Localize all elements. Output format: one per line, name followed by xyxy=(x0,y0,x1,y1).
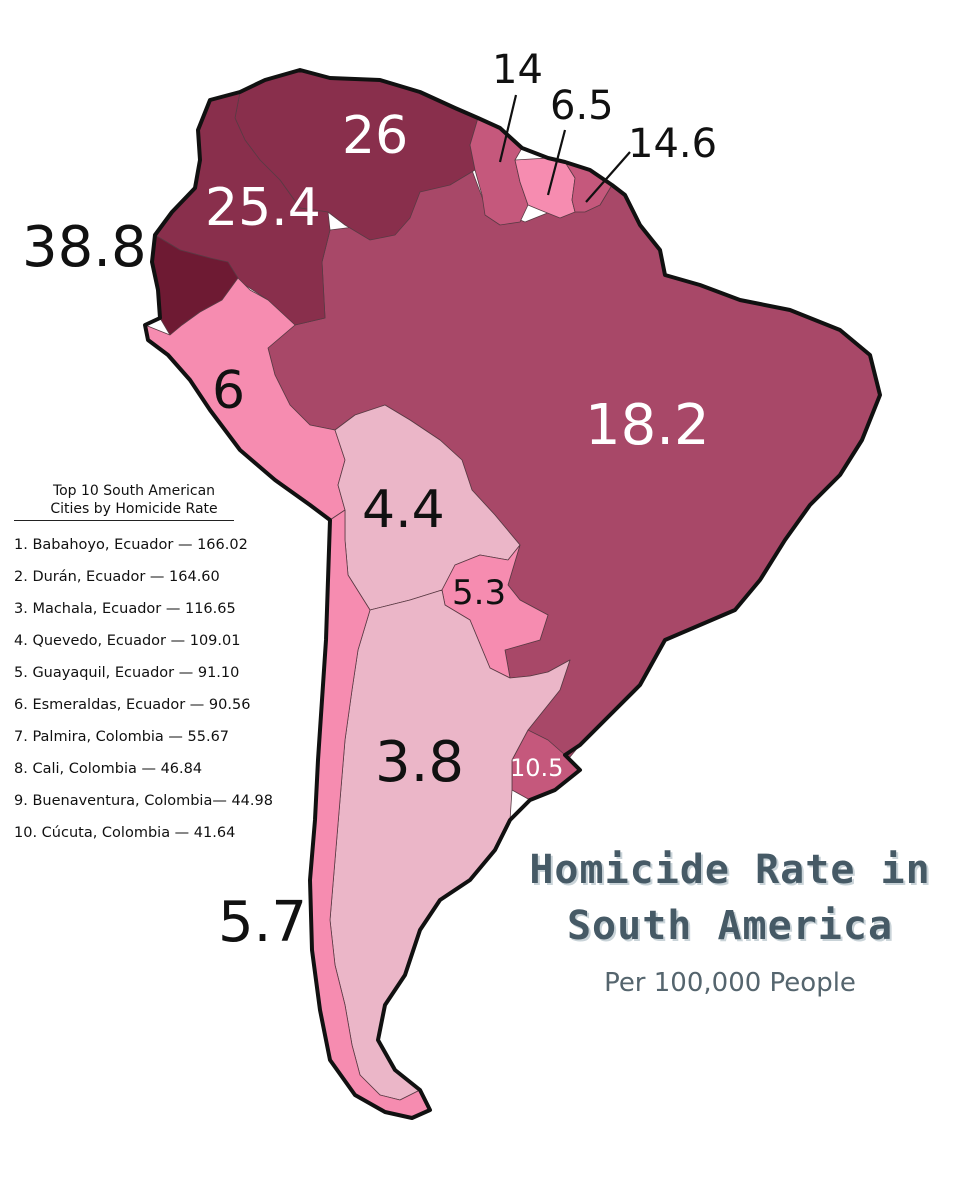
continent-outline xyxy=(143,68,882,1120)
top10-cities-panel: Top 10 South American Cities by Homicide… xyxy=(14,482,314,849)
leader-line-guyana xyxy=(498,94,518,163)
title-block: Homicide Rate in South America Per 100,0… xyxy=(520,842,940,998)
list-item: 10. Cúcuta, Colombia — 41.64 xyxy=(14,825,236,841)
rate-label-ecuador: 38.8 xyxy=(22,215,147,280)
top10-heading-line1: Top 10 South American xyxy=(52,483,216,499)
list-item: 2. Durán, Ecuador — 164.60 xyxy=(14,569,220,585)
rate-label-peru: 6 xyxy=(212,361,246,421)
rate-label-venezuela: 26 xyxy=(342,106,409,166)
top10-list: 1. Babahoyo, Ecuador — 166.02 2. Durán, … xyxy=(14,529,314,849)
rate-label-argentina: 3.8 xyxy=(375,730,465,795)
rate-label-chile: 5.7 xyxy=(218,890,308,955)
rate-label-bolivia: 4.4 xyxy=(362,480,445,540)
list-item: 3. Machala, Ecuador — 116.65 xyxy=(14,601,236,617)
rate-label-uruguay: 10.5 xyxy=(510,754,564,782)
top10-heading: Top 10 South American Cities by Homicide… xyxy=(14,482,234,521)
rate-label-brazil: 18.2 xyxy=(585,393,710,458)
page-subtitle: Per 100,000 People xyxy=(604,968,856,998)
rate-label-paraguay: 5.3 xyxy=(452,573,507,613)
page-title-line2: South America xyxy=(566,903,894,949)
list-item: 6. Esmeraldas, Ecuador — 90.56 xyxy=(14,697,251,713)
list-item: 1. Babahoyo, Ecuador — 166.02 xyxy=(14,537,248,553)
rate-label-guyana: 14 xyxy=(492,47,543,93)
list-item: 5. Guayaquil, Ecuador — 91.10 xyxy=(14,665,240,681)
top10-heading-line2: Cities by Homicide Rate xyxy=(50,501,218,517)
leader-line-french-guiana xyxy=(585,151,631,203)
list-item: 8. Cali, Colombia — 46.84 xyxy=(14,761,203,777)
rate-label-suriname: 6.5 xyxy=(550,83,614,129)
rate-label-french-guiana: 14.6 xyxy=(628,121,718,167)
leader-line-suriname xyxy=(546,129,567,196)
list-item: 9. Buenaventura, Colombia— 44.98 xyxy=(14,793,273,809)
page-title-line1: Homicide Rate in xyxy=(529,847,931,893)
list-item: 4. Quevedo, Ecuador — 109.01 xyxy=(14,633,241,649)
list-item: 7. Palmira, Colombia — 55.67 xyxy=(14,729,230,745)
rate-label-colombia: 25.4 xyxy=(205,178,321,238)
